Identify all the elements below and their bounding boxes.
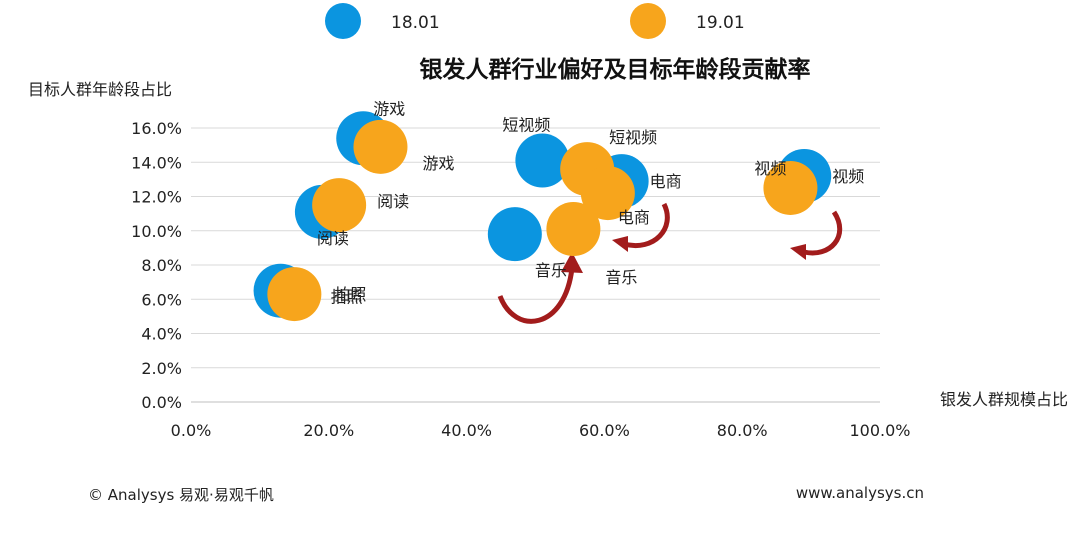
x-tick-label: 20.0% (303, 421, 354, 440)
x-tick-label: 60.0% (579, 421, 630, 440)
x-tick-label: 40.0% (441, 421, 492, 440)
arrow-ecommerce-head (612, 236, 628, 252)
point-19-01-阅读 (312, 178, 367, 233)
y-tick-label: 14.0% (131, 153, 182, 172)
point-label-18-01-短视频: 短视频 (502, 116, 550, 135)
legend-marker-18-01 (325, 3, 361, 39)
point-label-19-01-游戏: 游戏 (422, 154, 454, 173)
legend-label-19-01: 19.01 (696, 13, 745, 33)
y-tick-label: 8.0% (141, 256, 182, 275)
scatter-chart: 18.01 19.01 银发人群行业偏好及目标年龄段贡献率 目标人群年龄段占比 银… (28, 3, 1068, 440)
legend: 18.01 19.01 (325, 3, 745, 39)
arrow-video (803, 210, 843, 256)
x-tick-label: 0.0% (171, 421, 212, 440)
arrow-music-head (561, 252, 583, 273)
data-points (253, 111, 832, 322)
point-label-18-01-阅读: 阅读 (317, 229, 349, 248)
arrow-video-head (790, 244, 806, 260)
y-tick-label: 6.0% (141, 290, 182, 309)
y-tick-labels: 0.0% 2.0% 4.0% 6.0% 8.0% 10.0% 12.0% 14.0% 16.0% (131, 119, 182, 412)
footer-copyright: © Analysys 易观·易观千帆 (88, 486, 274, 504)
point-19-01-电商 (580, 166, 635, 221)
point-label-18-01-电商: 电商 (650, 172, 682, 191)
point-19-01-音乐 (546, 202, 601, 257)
legend-marker-19-01 (630, 3, 666, 39)
legend-label-18-01: 18.01 (391, 13, 440, 33)
y-tick-label: 0.0% (141, 393, 182, 412)
y-axis-label: 目标人群年龄段占比 (28, 80, 172, 99)
point-label-19-01-短视频: 短视频 (609, 128, 657, 147)
y-tick-label: 16.0% (131, 119, 182, 138)
chart-title: 银发人群行业偏好及目标年龄段贡献率 (420, 56, 811, 83)
point-label-18-01-音乐: 音乐 (535, 261, 567, 280)
point-label-18-01-视频: 视频 (832, 167, 864, 186)
point-label-19-01-电商: 电商 (618, 208, 650, 227)
point-label-18-01-拍照: 拍照 (331, 288, 363, 307)
y-tick-label: 12.0% (131, 188, 182, 207)
x-tick-label: 100.0% (849, 421, 910, 440)
point-19-01-视频 (763, 160, 818, 215)
y-tick-label: 10.0% (131, 222, 182, 241)
y-tick-label: 4.0% (141, 325, 182, 344)
trend-arrows (497, 202, 843, 324)
point-label-18-01-游戏: 游戏 (373, 99, 405, 118)
x-tick-label: 80.0% (717, 421, 768, 440)
point-18-01-音乐 (487, 207, 542, 262)
point-18-01-短视频 (515, 133, 570, 188)
point-label-19-01-视频: 视频 (754, 159, 786, 178)
point-19-01-拍照 (267, 267, 322, 322)
arrow-ecommerce (623, 202, 670, 248)
x-axis-label: 银发人群规模占比 (940, 390, 1068, 409)
point-label-19-01-音乐: 音乐 (605, 268, 637, 287)
point-19-01-游戏 (353, 119, 408, 174)
x-tick-labels: 0.0% 20.0% 40.0% 60.0% 80.0% 100.0% (171, 421, 911, 440)
footer-website: www.analysys.cn (795, 484, 924, 502)
arrow-music (497, 267, 575, 324)
y-tick-label: 2.0% (141, 359, 182, 378)
point-label-19-01-拍照: 拍照 (334, 285, 366, 304)
point-label-19-01-阅读: 阅读 (377, 192, 409, 211)
